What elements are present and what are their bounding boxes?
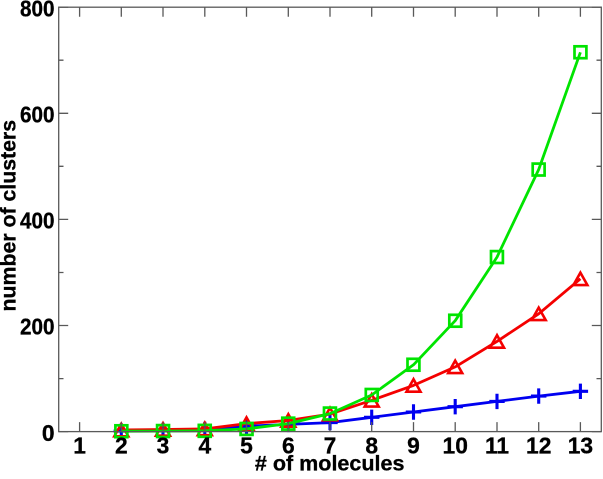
svg-text:13: 13 (568, 432, 593, 458)
svg-text:9: 9 (407, 432, 420, 458)
svg-text:2: 2 (115, 432, 128, 458)
svg-text:12: 12 (526, 432, 551, 458)
svg-text:7: 7 (324, 432, 337, 458)
svg-text:number of clusters: number of clusters (0, 120, 21, 312)
svg-text:8: 8 (365, 432, 378, 458)
svg-text:200: 200 (20, 314, 55, 340)
svg-text:5: 5 (240, 432, 253, 458)
svg-text:4: 4 (198, 432, 211, 458)
svg-text:11: 11 (485, 432, 509, 458)
svg-text:3: 3 (157, 432, 170, 458)
svg-text:10: 10 (443, 432, 468, 458)
svg-text:1: 1 (73, 432, 86, 458)
svg-text:0: 0 (42, 420, 55, 446)
svg-text:# of molecules: # of molecules (255, 453, 405, 475)
svg-text:400: 400 (20, 208, 55, 234)
svg-text:6: 6 (282, 432, 295, 458)
svg-text:800: 800 (20, 0, 55, 21)
svg-text:600: 600 (20, 102, 55, 128)
